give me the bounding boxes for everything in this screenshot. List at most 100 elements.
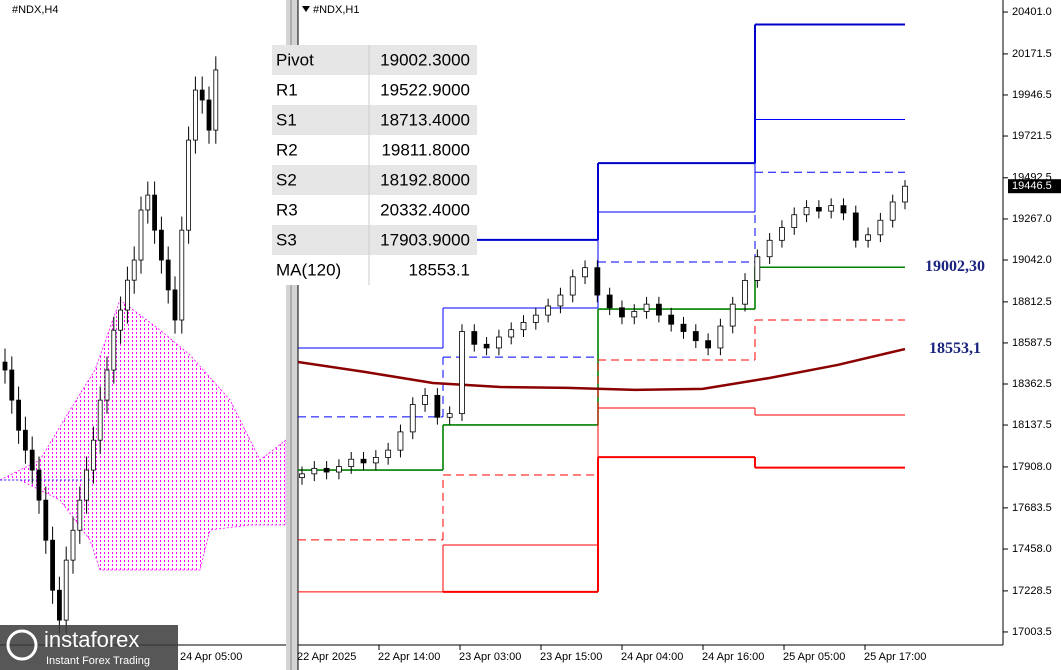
candle-body (409, 404, 416, 433)
candle-body (165, 259, 171, 291)
table-row (272, 165, 477, 195)
table-value: 20332.4000 (380, 200, 470, 219)
y-tick-label: 18362.5 (1012, 378, 1052, 390)
table-value: 17903.9000 (380, 230, 470, 249)
candle-body (131, 259, 137, 281)
table-value: 18713.4000 (380, 110, 470, 129)
candle-body (840, 205, 847, 214)
x-tick-label: 22 Apr 2025 (297, 651, 356, 663)
x-tick-label: 25 Apr 17:00 (864, 651, 926, 663)
candle-body (125, 279, 130, 311)
candle-body (779, 227, 785, 241)
y-tick-label: 18812.5 (1012, 296, 1052, 308)
candle-body (199, 89, 205, 101)
table-row (272, 45, 477, 75)
candle-body (385, 449, 392, 458)
candle-body (791, 214, 798, 228)
y-tick-label: 19721.5 (1012, 130, 1052, 142)
candle-body (336, 466, 342, 473)
candle-body (508, 329, 515, 338)
y-tick-label: 18137.5 (1012, 419, 1052, 431)
candle-body (299, 473, 305, 478)
watermark-tagline: Instant Forex Trading (46, 655, 150, 667)
x-tick-label: 24 Apr 16:00 (702, 651, 764, 663)
table-row (272, 75, 477, 105)
table-label: S1 (276, 110, 297, 129)
x-tick-label: 23 Apr 15:00 (540, 651, 602, 663)
current-price-box (1008, 179, 1061, 194)
table-row (272, 255, 477, 285)
current-price-label: 19446.5 (1012, 180, 1052, 192)
candle-body (532, 314, 539, 323)
x-tick-label: 23 Apr 03:00 (459, 651, 521, 663)
candle-body (545, 305, 552, 316)
candle-body (606, 294, 613, 309)
x-tick-label: 24 Apr 05:00 (180, 651, 242, 663)
candle-body (619, 307, 625, 318)
chart-title: #NDX,H1 (313, 4, 359, 16)
chart-title: #NDX,H4 (12, 4, 58, 16)
candle-body (57, 589, 62, 621)
candle-body (63, 559, 69, 621)
candle-body (643, 303, 650, 312)
y-tick-label: 17458.0 (1012, 543, 1052, 555)
table-value: 18553.1 (409, 260, 470, 279)
candle-body (877, 219, 884, 236)
candle-body (680, 323, 687, 332)
candle-body (50, 539, 55, 591)
candle-body (865, 234, 871, 241)
table-value: 19002.3000 (380, 50, 470, 69)
candle-body (705, 340, 712, 349)
left-plot (2, 56, 219, 634)
table-label: R3 (276, 200, 298, 219)
candle-body (158, 229, 164, 261)
candle-body (852, 212, 859, 241)
candle-body (311, 467, 318, 475)
y-tick-label: 18587.5 (1012, 337, 1052, 349)
table-row (272, 135, 477, 165)
candle-body (668, 314, 675, 325)
table-label: S3 (276, 230, 297, 249)
logo-icon (6, 629, 38, 661)
candle-body (766, 239, 773, 258)
candle-body (828, 205, 835, 212)
candle-body (495, 336, 502, 349)
candle-body (902, 185, 908, 203)
candle-body (111, 329, 117, 371)
moving-average (298, 347, 906, 392)
candle-body (742, 280, 748, 305)
table-value: 19811.8000 (381, 140, 470, 159)
candle-body (434, 394, 441, 418)
table-label: Pivot (276, 50, 314, 69)
y-tick-label: 19946.5 (1012, 89, 1052, 101)
y-tick-label: 17228.5 (1012, 585, 1052, 597)
candle-body (692, 331, 699, 342)
table-value: 19522.9000 (380, 80, 470, 99)
candle-body (729, 303, 736, 327)
candle-body (186, 139, 192, 231)
candle-body (422, 394, 428, 405)
candle-body (36, 469, 42, 501)
table-label: S2 (276, 170, 297, 189)
pivot-table: Pivot 19002.3000 R1 19522.9000 S1 18713.4000 R… (272, 45, 477, 285)
candle-body (655, 303, 662, 316)
candle-body (372, 457, 379, 464)
candle-body (397, 431, 404, 451)
watermark-brand: instaforex (44, 627, 139, 652)
candle-body (43, 499, 49, 541)
candle-body (360, 458, 367, 464)
candle-body (145, 194, 151, 211)
candle-body (118, 309, 123, 331)
ichimoku-cloud (0, 299, 286, 571)
table-row (272, 105, 477, 135)
candle-body (29, 449, 35, 471)
candle-body (483, 343, 490, 349)
level-annotation: 19002,30 (925, 258, 985, 275)
candle-body (206, 99, 212, 131)
candle-body (557, 294, 564, 307)
candle-body (9, 369, 15, 401)
y-tick-label: 17683.5 (1012, 502, 1052, 514)
candle-body (152, 194, 158, 231)
x-tick-label: 25 Apr 05:00 (783, 651, 845, 663)
